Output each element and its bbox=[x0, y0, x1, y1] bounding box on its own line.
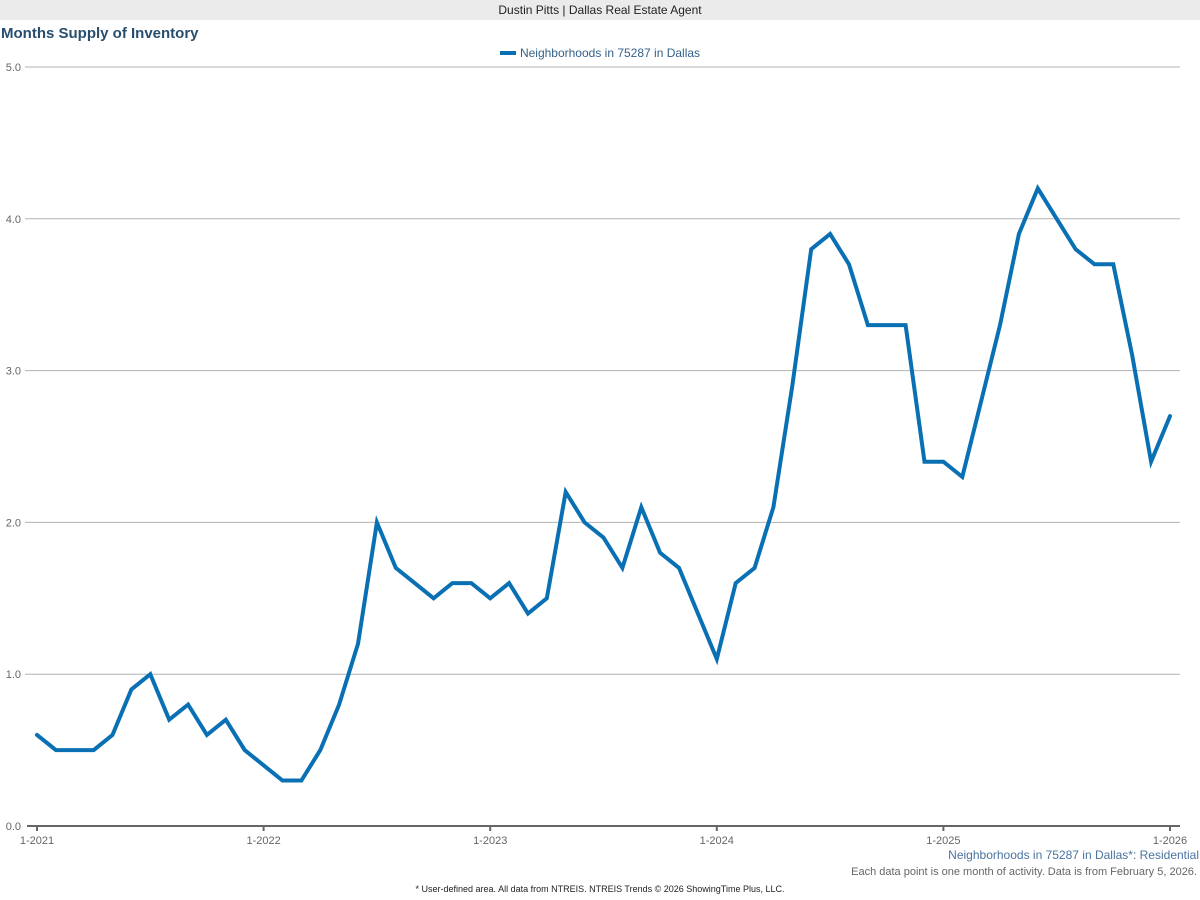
y-tick-label: 4.0 bbox=[6, 214, 21, 226]
legend-line-swatch-icon bbox=[499, 50, 516, 55]
x-tick-label: 1-2026 bbox=[1153, 835, 1187, 847]
legend-label: Neighborhoods in 75287 in Dallas bbox=[519, 46, 701, 60]
x-tick-label: 1-2025 bbox=[926, 835, 960, 847]
chart-legend: Neighborhoods in 75287 in Dallas bbox=[0, 46, 1200, 60]
agent-name: Dustin Pitts | Dallas Real Estate Agent bbox=[498, 3, 702, 17]
x-tick-label: 1-2021 bbox=[20, 835, 54, 847]
series-line bbox=[35, 184, 1172, 783]
footer-credit: * User-defined area. All data from NTREI… bbox=[415, 884, 785, 894]
x-tick-label: 1-2024 bbox=[700, 835, 734, 847]
area-note: Neighborhoods in 75287 in Dallas*: Resid… bbox=[948, 848, 1199, 862]
chart-title: Months Supply of Inventory bbox=[1, 25, 199, 42]
y-tick-label: 5.0 bbox=[6, 62, 21, 74]
agent-header-bar: Dustin Pitts | Dallas Real Estate Agent bbox=[0, 0, 1200, 20]
x-axis: 1-2021 1-2022 1-2023 1-2024 1-2025 1-2026 bbox=[20, 825, 1187, 847]
x-tick-label: 1-2022 bbox=[246, 835, 280, 847]
y-tick-label: 3.0 bbox=[6, 366, 21, 378]
x-tick-label: 1-2023 bbox=[473, 835, 507, 847]
y-tick-label: 1.0 bbox=[6, 669, 21, 681]
y-tick-label: 2.0 bbox=[6, 517, 21, 529]
data-note: Each data point is one month of activity… bbox=[851, 866, 1197, 878]
gridlines bbox=[25, 66, 1180, 675]
y-tick-label: 0.0 bbox=[6, 821, 21, 833]
y-axis-ticks: 0.0 1.0 2.0 3.0 4.0 5.0 bbox=[6, 62, 21, 833]
